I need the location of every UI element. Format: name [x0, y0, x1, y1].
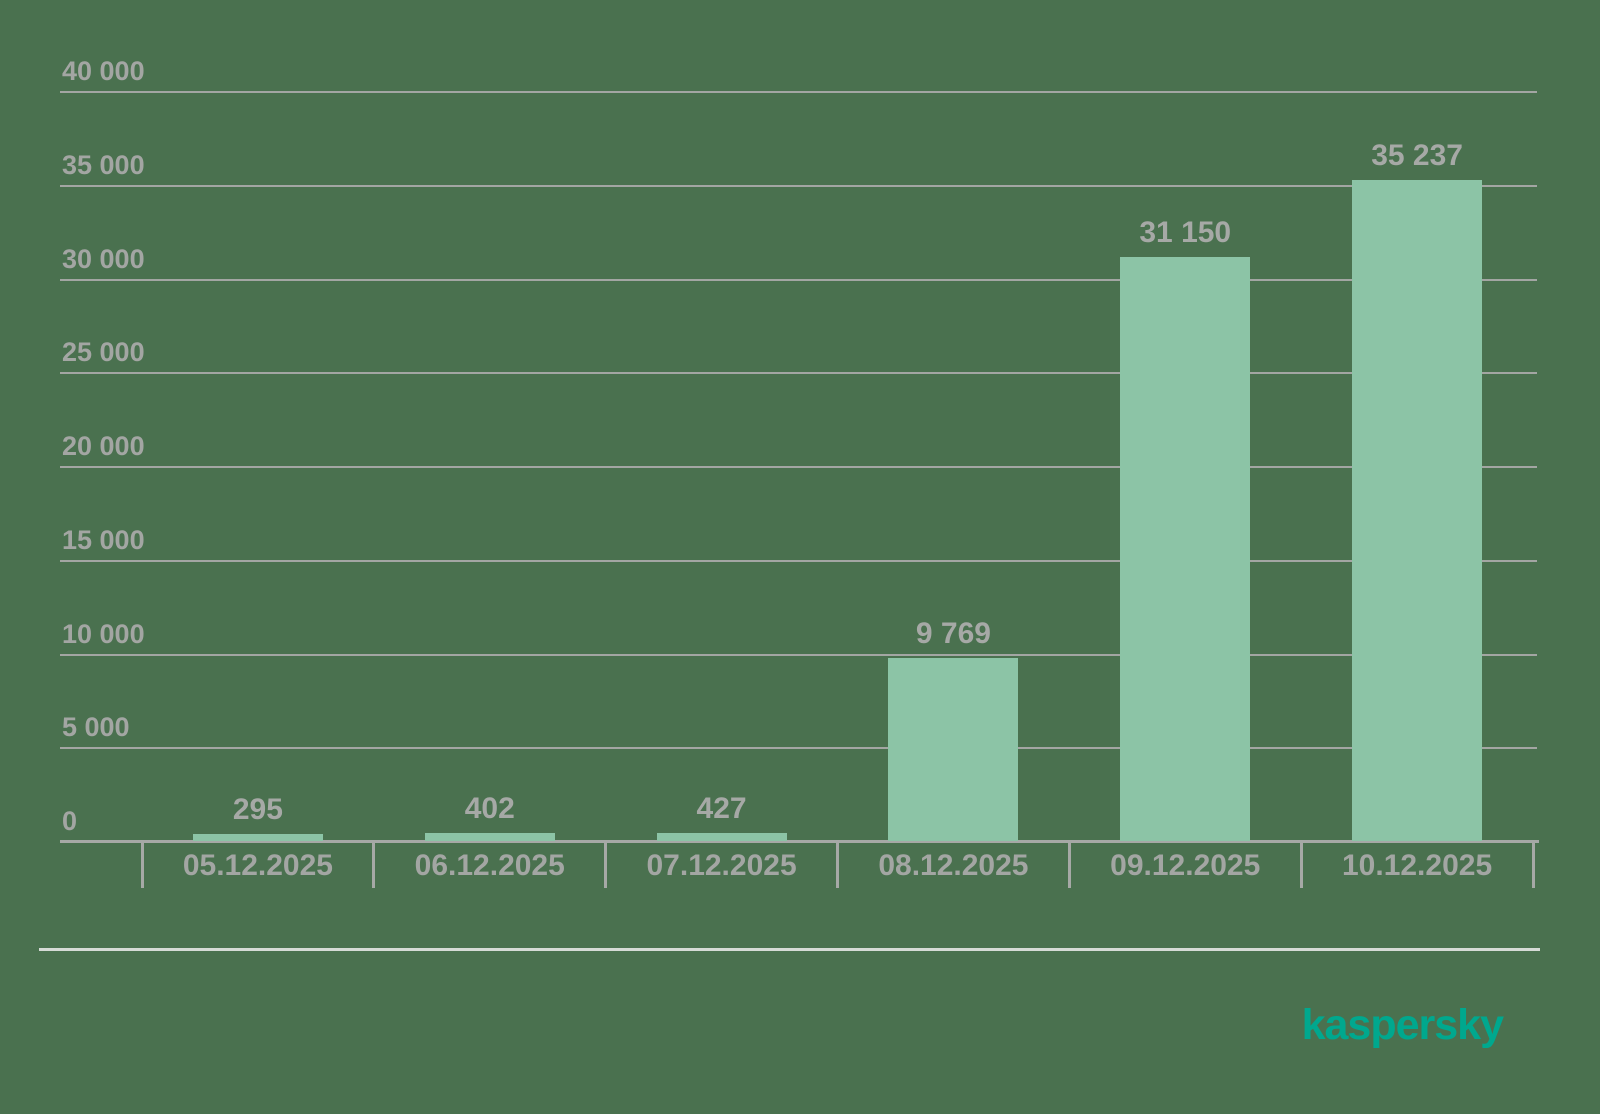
x-axis-tick	[1299, 842, 1303, 888]
y-axis-tick-label: 0	[62, 806, 78, 836]
x-axis-category-label: 08.12.2025	[878, 849, 1029, 882]
x-axis-tick	[1531, 842, 1535, 888]
bar-value-label: 9 769	[915, 616, 991, 650]
gridline	[60, 559, 1537, 562]
bar	[1352, 180, 1483, 841]
gridline	[60, 184, 1537, 187]
bar	[424, 833, 555, 841]
gridline	[60, 91, 1537, 93]
bar	[888, 657, 1019, 841]
bar	[192, 834, 323, 841]
y-axis-tick-label: 25 000	[62, 337, 145, 368]
bar-value-label: 35 237	[1371, 139, 1463, 173]
gridline	[60, 372, 1537, 375]
bar	[1120, 256, 1251, 841]
x-axis-category-label: 06.12.2025	[414, 849, 565, 882]
gridline	[60, 653, 1537, 656]
gridline	[60, 278, 1537, 281]
y-axis-tick-label: 35 000	[62, 149, 145, 180]
bar	[656, 832, 787, 841]
x-axis-tick	[604, 842, 608, 888]
footer-divider	[39, 948, 1540, 951]
bar-value-label: 402	[464, 792, 515, 826]
x-axis-line	[60, 840, 1539, 843]
x-axis-tick	[140, 842, 144, 888]
y-axis-tick-label: 5 000	[62, 712, 130, 743]
x-axis-category-label: 05.12.2025	[182, 849, 333, 882]
bar-value-label: 427	[696, 791, 747, 825]
y-axis-tick-label: 30 000	[62, 243, 145, 274]
bar-value-label: 31 150	[1139, 215, 1232, 249]
y-axis-tick-label: 15 000	[62, 524, 145, 555]
y-axis-tick-label: 40 000	[62, 56, 145, 86]
kaspersky-logo: kaspersky	[1301, 1001, 1504, 1049]
y-axis-tick-label: 20 000	[62, 431, 145, 461]
x-axis-category-label: 09.12.2025	[1110, 849, 1261, 882]
x-axis-category-label: 07.12.2025	[646, 849, 797, 882]
bar-value-label: 295	[232, 793, 283, 826]
gridline	[60, 466, 1537, 468]
x-axis-tick	[1067, 842, 1071, 888]
y-axis-tick-label: 10 000	[62, 618, 145, 649]
x-axis-tick	[372, 842, 376, 888]
gridline	[60, 747, 1537, 750]
x-axis-tick	[836, 842, 839, 888]
x-axis-category-label: 10.12.2025	[1341, 849, 1493, 882]
